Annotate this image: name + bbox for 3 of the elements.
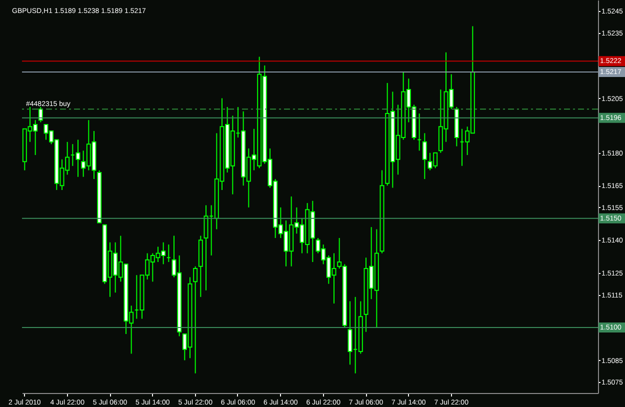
candlestick [422,132,427,180]
candlestick [193,266,198,374]
candlestick [38,106,43,123]
